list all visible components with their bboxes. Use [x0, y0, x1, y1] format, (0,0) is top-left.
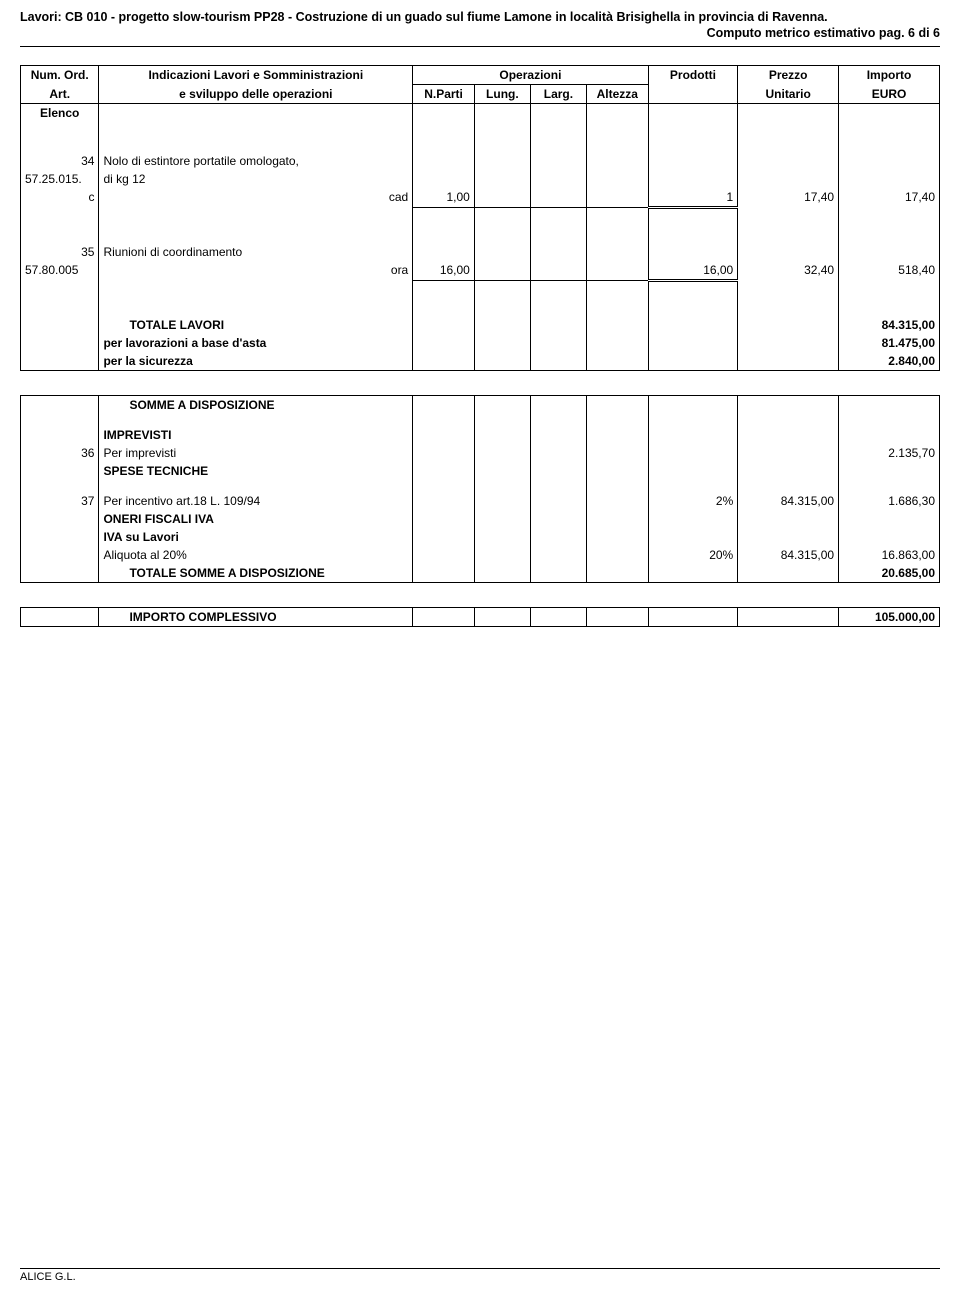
th-operazioni: Operazioni	[413, 66, 648, 85]
r34-art2: c	[21, 188, 99, 208]
th-nparti: N.Parti	[413, 85, 475, 104]
r35-nparti: 16,00	[413, 261, 475, 281]
r36-num: 36	[21, 444, 99, 462]
r36-importo: 2.135,70	[839, 444, 940, 462]
imp-compl-label: IMPORTO COMPLESSIVO	[99, 608, 413, 627]
per-lav-label: per lavorazioni a base d'asta	[99, 334, 413, 352]
th-lung: Lung.	[474, 85, 530, 104]
th-altezza: Altezza	[586, 85, 648, 104]
r34-desc2: di kg 12	[99, 170, 413, 188]
page-footer: ALICE G.L.	[20, 1268, 940, 1283]
r37-prezzo: 84.315,00	[738, 492, 839, 510]
page-header: Lavori: CB 010 - progetto slow-tourism P…	[20, 10, 940, 40]
r34-prezzo: 17,40	[738, 188, 839, 208]
aliquota-prezzo: 84.315,00	[738, 546, 839, 564]
th-sviluppo: e sviluppo delle operazioni	[99, 85, 413, 104]
r35-importo: 518,40	[839, 261, 940, 281]
r34-prod: 1	[648, 188, 738, 208]
r34-num: 34	[21, 152, 99, 170]
aliquota-prod: 20%	[648, 546, 738, 564]
r34-unit: cad	[99, 188, 413, 208]
totale-lavori-val: 84.315,00	[839, 316, 940, 334]
r35-art: 57.80.005	[21, 261, 99, 281]
oneri: ONERI FISCALI IVA	[99, 510, 413, 528]
per-sic-val: 2.840,00	[839, 352, 940, 371]
r35-desc: Riunioni di coordinamento	[99, 243, 413, 261]
th-art: Art.	[21, 85, 99, 104]
totale-lavori-label: TOTALE LAVORI	[99, 316, 413, 334]
th-unitario: Unitario	[738, 85, 839, 104]
header-separator	[20, 46, 940, 47]
per-sic-label: per la sicurezza	[99, 352, 413, 371]
header-title: CB 010 - progetto slow-tourism PP28 - Co…	[65, 10, 828, 24]
r36-desc: Per imprevisti	[99, 444, 413, 462]
per-lav-val: 81.475,00	[839, 334, 940, 352]
r37-desc: Per incentivo art.18 L. 109/94	[99, 492, 413, 510]
header-subtitle: Computo metrico estimativo pag. 6 di 6	[20, 26, 940, 40]
th-euro: EURO	[839, 85, 940, 104]
r34-importo: 17,40	[839, 188, 940, 208]
tot-somme-val: 20.685,00	[839, 564, 940, 583]
th-num-ord: Num. Ord.	[21, 66, 99, 85]
th-prodotti: Prodotti	[648, 66, 738, 85]
aliquota-label: Aliquota al 20%	[99, 546, 413, 564]
r35-unit: ora	[99, 261, 413, 281]
estimate-table: Num. Ord. Indicazioni Lavori e Somminist…	[20, 65, 940, 627]
spese-tec: SPESE TECNICHE	[99, 462, 413, 480]
aliquota-importo: 16.863,00	[839, 546, 940, 564]
r35-prod: 16,00	[648, 261, 738, 281]
r34-art: 57.25.015.	[21, 170, 99, 188]
th-prezzo: Prezzo	[738, 66, 839, 85]
tot-somme-label: TOTALE SOMME A DISPOSIZIONE	[99, 564, 413, 583]
imprevisti-hdr: IMPREVISTI	[99, 426, 413, 444]
th-importo: Importo	[839, 66, 940, 85]
r37-num: 37	[21, 492, 99, 510]
th-elenco: Elenco	[21, 104, 99, 123]
th-larg: Larg.	[530, 85, 586, 104]
r34-nparti: 1,00	[413, 188, 475, 208]
iva-lav: IVA su Lavori	[99, 528, 413, 546]
r37-prod: 2%	[648, 492, 738, 510]
r35-prezzo: 32,40	[738, 261, 839, 281]
header-prefix: Lavori:	[20, 10, 62, 24]
r34-desc1: Nolo di estintore portatile omologato,	[99, 152, 413, 170]
r35-num: 35	[21, 243, 99, 261]
somme-disp: SOMME A DISPOSIZIONE	[99, 396, 413, 415]
th-indicazioni: Indicazioni Lavori e Somministrazioni	[99, 66, 413, 85]
imp-compl-val: 105.000,00	[839, 608, 940, 627]
r37-importo: 1.686,30	[839, 492, 940, 510]
